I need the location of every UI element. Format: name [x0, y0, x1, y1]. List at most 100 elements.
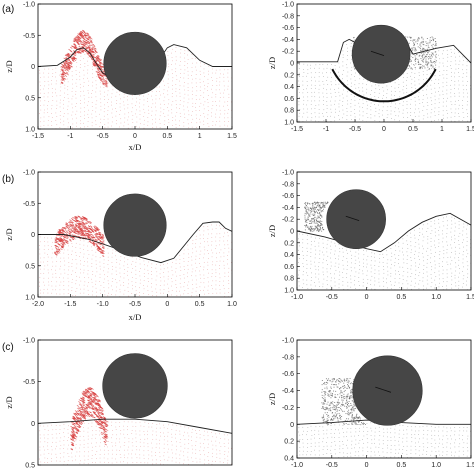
field-particle: [462, 286, 463, 288]
particle-track: [85, 218, 88, 221]
field-particle: [95, 96, 97, 98]
field-particle: [395, 103, 396, 105]
field-particle: [147, 443, 149, 445]
field-particle: [60, 265, 61, 267]
field-particle: [55, 88, 56, 90]
particle: [415, 41, 417, 43]
particle: [319, 204, 321, 206]
particle-track: [85, 235, 89, 237]
field-particle: [103, 453, 105, 455]
field-particle: [99, 421, 101, 423]
field-particle: [407, 271, 409, 273]
field-particle: [87, 104, 88, 106]
field-particle: [208, 272, 209, 274]
field-particle: [346, 95, 348, 97]
particle: [435, 57, 437, 59]
field-particle: [76, 78, 78, 80]
particle-track: [67, 228, 71, 231]
field-particle: [443, 257, 445, 259]
field-particle: [187, 102, 189, 104]
field-particle: [184, 93, 186, 95]
field-particle: [107, 90, 109, 92]
field-particle: [383, 90, 385, 92]
field-particle: [200, 62, 201, 64]
field-particle: [423, 269, 425, 270]
particle: [309, 216, 311, 217]
particle: [411, 49, 413, 51]
field-particle: [79, 243, 81, 245]
particle: [430, 65, 432, 67]
field-particle: [446, 110, 448, 111]
field-particle: [415, 104, 416, 106]
field-particle: [350, 99, 352, 101]
field-particle: [95, 434, 97, 435]
field-particle: [192, 288, 194, 290]
particle: [421, 59, 423, 61]
field-particle: [124, 108, 126, 110]
field-particle: [334, 250, 336, 252]
field-particle: [196, 295, 198, 297]
particle-track: [94, 51, 98, 53]
field-particle: [95, 120, 96, 122]
field-particle: [43, 124, 45, 126]
particle-track: [68, 67, 71, 70]
field-particle: [75, 54, 77, 56]
field-particle: [330, 88, 331, 90]
particle-track: [56, 252, 59, 255]
field-particle: [211, 285, 213, 287]
particle: [429, 41, 431, 43]
field-particle: [128, 446, 129, 448]
particle: [416, 43, 418, 45]
field-particle: [203, 124, 205, 126]
particle: [315, 223, 317, 224]
field-particle: [366, 266, 367, 268]
particle-track: [82, 218, 85, 221]
field-particle: [442, 57, 444, 59]
field-particle: [107, 106, 109, 108]
field-particle: [80, 280, 82, 282]
field-particle: [426, 89, 427, 91]
field-particle: [48, 84, 50, 86]
particle-track: [76, 42, 80, 44]
field-particle: [79, 288, 81, 290]
field-particle: [310, 248, 312, 250]
field-particle: [100, 102, 102, 104]
particle-track: [78, 50, 81, 53]
y-tick-label: 1.0: [284, 288, 294, 295]
field-particle: [95, 256, 97, 258]
field-particle: [171, 436, 173, 438]
field-particle: [91, 117, 93, 119]
y-tick-label: 0: [290, 229, 294, 236]
particle: [416, 54, 418, 56]
field-particle: [143, 458, 145, 459]
field-particle: [56, 281, 58, 283]
field-particle: [379, 291, 380, 292]
field-particle: [467, 96, 468, 98]
field-particle: [299, 92, 300, 93]
particle-track: [67, 62, 71, 64]
field-particle: [67, 81, 69, 83]
particle: [307, 225, 309, 227]
field-particle: [71, 98, 73, 100]
field-particle: [115, 442, 117, 444]
field-particle: [394, 254, 396, 256]
field-particle: [60, 118, 61, 120]
particle-track: [79, 227, 82, 230]
field-particle: [338, 266, 339, 268]
field-particle: [75, 117, 77, 119]
field-particle: [358, 249, 360, 251]
field-particle: [71, 287, 73, 289]
field-particle: [315, 105, 317, 106]
particle: [319, 206, 321, 208]
field-particle: [183, 85, 185, 87]
field-particle: [175, 84, 177, 85]
field-particle: [127, 449, 129, 451]
field-particle: [298, 101, 300, 103]
field-particle: [211, 77, 212, 78]
field-particle: [160, 460, 161, 461]
particle-track: [90, 236, 94, 239]
field-particle: [152, 434, 153, 436]
field-particle: [342, 65, 344, 67]
particle-track: [68, 64, 72, 67]
field-particle: [143, 426, 145, 427]
